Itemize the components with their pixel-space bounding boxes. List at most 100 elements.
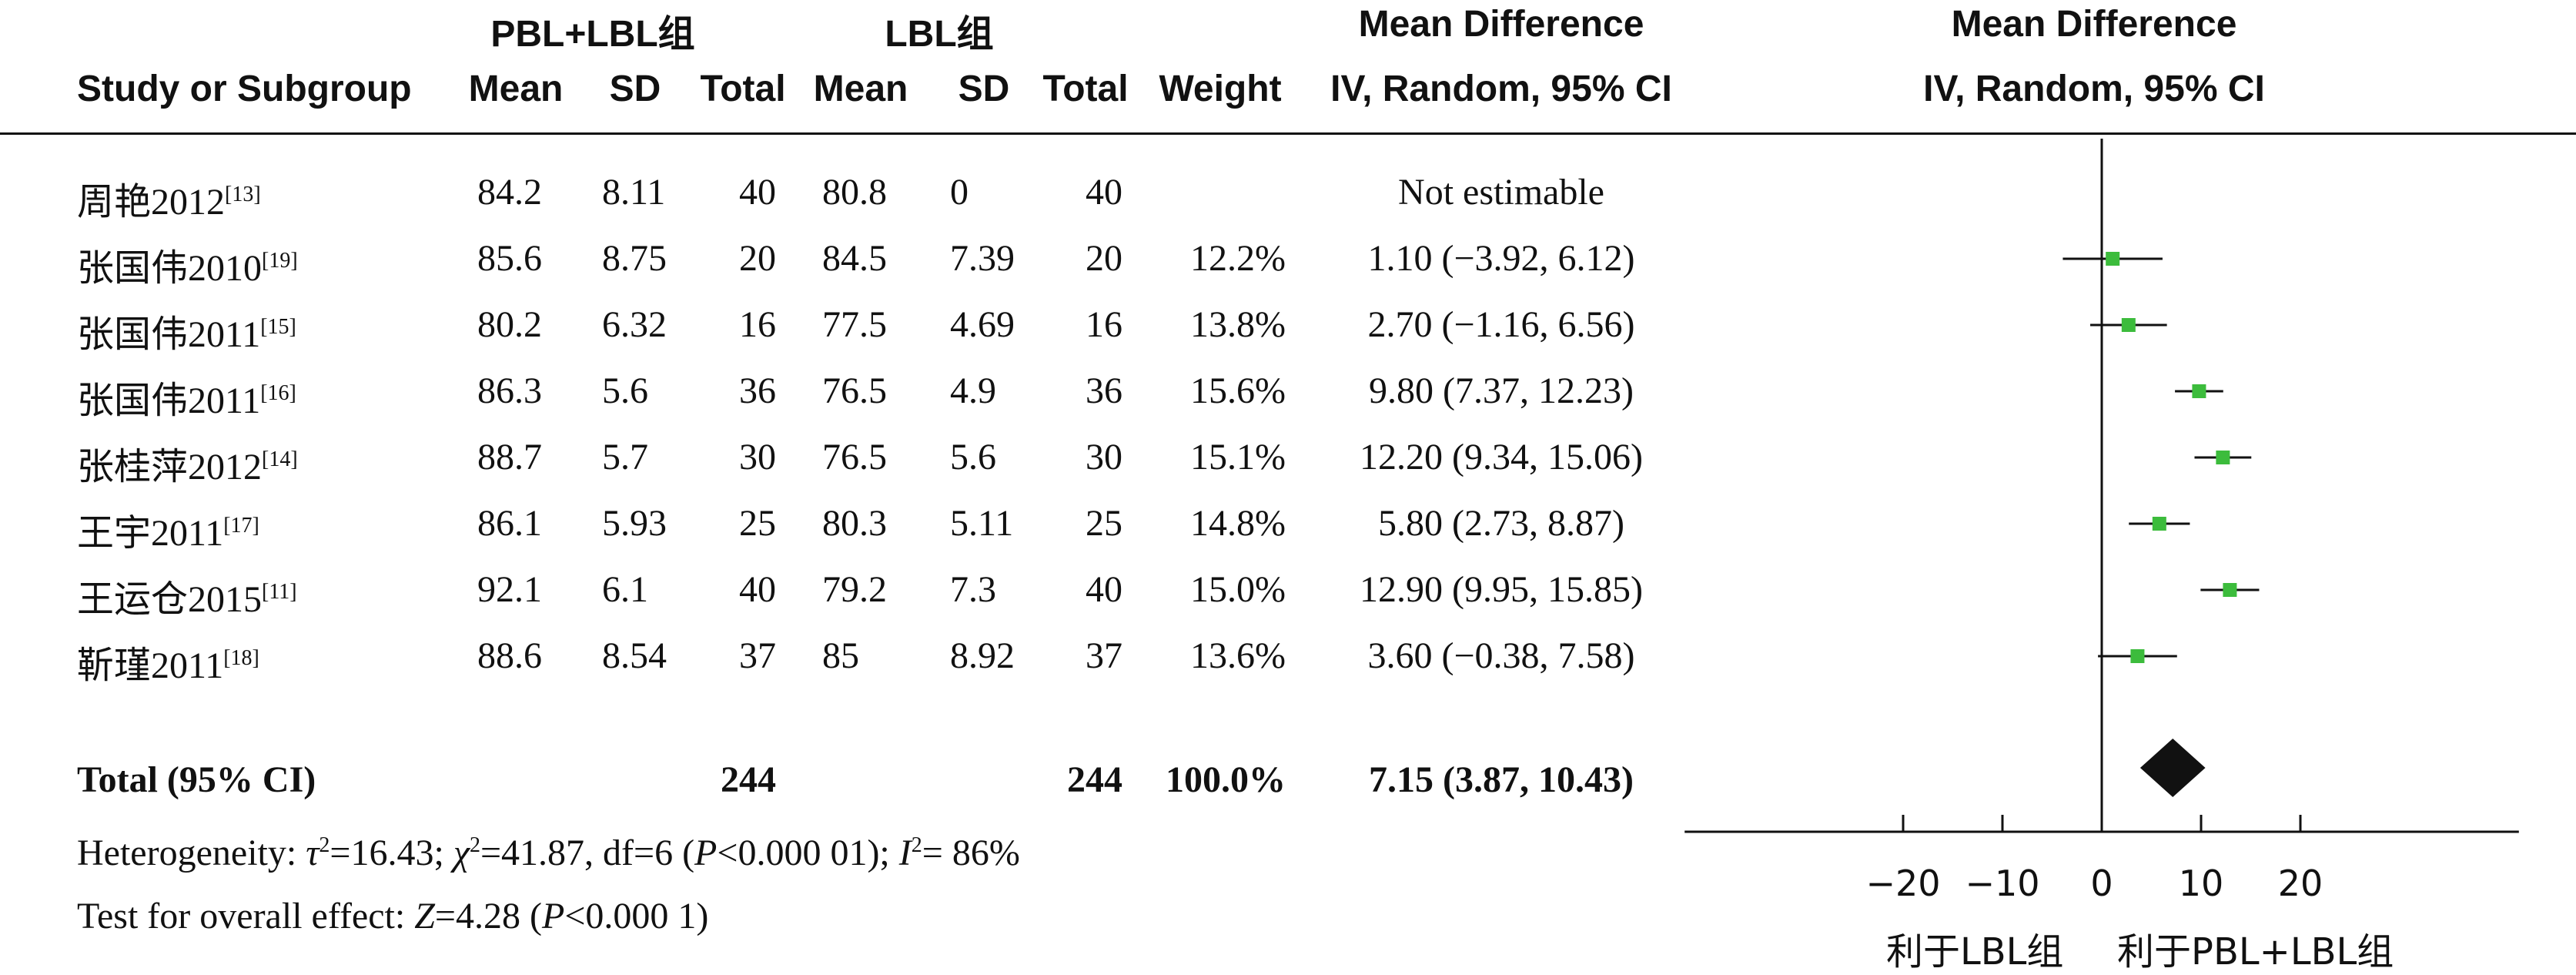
study-ctrl-sd: 0 (950, 172, 969, 213)
plot-header-title: Mean Difference (1951, 4, 2237, 45)
tau-symbol: τ (306, 833, 319, 873)
study-ctrl-total: 30 (1086, 437, 1122, 477)
study-ctrl-sd: 5.11 (950, 503, 1014, 544)
header-rule (0, 132, 2576, 135)
study-ci: 2.70 (−1.16, 6.56) (1367, 304, 1635, 345)
study-reference: [18] (223, 646, 259, 670)
study-exp-mean: 88.7 (477, 437, 542, 477)
study-ctrl-mean: 80.8 (822, 172, 887, 213)
study-reference: [15] (260, 315, 296, 339)
effect-marker (2216, 451, 2230, 464)
study-exp-total: 36 (739, 370, 776, 411)
study-name: 张国伟2011[16] (77, 370, 296, 424)
study-exp-total: 16 (739, 304, 776, 345)
study-label: 周艳2012 (77, 182, 226, 223)
chi-square: 2 (469, 833, 480, 857)
overall-p-value: <0.000 1) (564, 896, 709, 936)
study-reference: [11] (262, 580, 297, 604)
study-exp-sd: 8.54 (602, 635, 667, 676)
col-ctrl-total: Total (1042, 69, 1129, 109)
study-label: 张国伟2011 (77, 380, 261, 421)
study-label: 王运仓2015 (77, 579, 263, 620)
study-reference: [13] (225, 183, 261, 206)
x-tick-label: 0 (2090, 863, 2113, 904)
effect-marker (2192, 384, 2206, 398)
study-reference: [16] (260, 381, 296, 405)
chi-value: =41.87, df=6 ( (480, 833, 695, 873)
study-exp-mean: 86.1 (477, 503, 542, 544)
study-ctrl-mean: 77.5 (822, 304, 887, 345)
study-exp-sd: 8.75 (602, 238, 667, 279)
study-ctrl-total: 40 (1086, 569, 1122, 610)
study-label: 张桂萍2012 (77, 447, 263, 488)
study-ctrl-mean: 79.2 (822, 569, 887, 610)
study-ctrl-sd: 4.9 (950, 370, 996, 411)
tau-square: 2 (319, 833, 330, 857)
study-name: 王宇2011[17] (77, 502, 259, 556)
study-ctrl-mean: 76.5 (822, 437, 887, 477)
study-label: 王宇2011 (77, 513, 224, 554)
x-tick-label: −10 (1965, 863, 2040, 904)
study-name: 张桂萍2012[14] (77, 436, 298, 490)
study-ctrl-sd: 7.3 (950, 569, 996, 610)
z-symbol: Z (414, 896, 435, 936)
col-exp-sd: SD (609, 69, 661, 109)
exp-group-header: PBL+LBL组 (490, 14, 695, 55)
effect-marker (2152, 517, 2166, 531)
col-exp-total: Total (700, 69, 786, 109)
study-weight: 14.8% (1190, 503, 1286, 544)
study-exp-mean: 80.2 (477, 304, 542, 345)
x-tick-label: −20 (1865, 863, 1941, 904)
effect-marker (2121, 318, 2136, 332)
study-name: 张国伟2011[15] (77, 303, 296, 357)
col-exp-mean: Mean (468, 69, 564, 109)
col-ctrl-mean: Mean (813, 69, 908, 109)
study-reference: [19] (262, 249, 298, 273)
col-ctrl-sd: SD (958, 69, 1010, 109)
study-ci: 3.60 (−0.38, 7.58) (1367, 635, 1635, 676)
study-name: 周艳2012[13] (77, 171, 261, 225)
study-exp-mean: 88.6 (477, 635, 542, 676)
study-weight: 13.6% (1190, 635, 1286, 676)
study-ctrl-sd: 4.69 (950, 304, 1015, 345)
study-ctrl-total: 37 (1086, 635, 1122, 676)
effect-marker (2130, 649, 2145, 663)
study-weight: 13.8% (1190, 304, 1286, 345)
study-exp-sd: 8.11 (602, 172, 666, 213)
study-exp-mean: 92.1 (477, 569, 542, 610)
pooled-diamond (2139, 739, 2206, 797)
study-exp-total: 37 (739, 635, 776, 676)
study-label: 张国伟2010 (77, 248, 263, 289)
study-exp-total: 30 (739, 437, 776, 477)
het-prefix: Heterogeneity: (77, 833, 306, 873)
study-weight: 15.6% (1190, 370, 1286, 411)
md-header-title: Mean Difference (1358, 4, 1644, 45)
study-exp-sd: 6.32 (602, 304, 667, 345)
study-ctrl-sd: 5.6 (950, 437, 996, 477)
study-ctrl-mean: 84.5 (822, 238, 887, 279)
ctrl-group-header: LBL组 (885, 14, 994, 55)
study-ctrl-mean: 80.3 (822, 503, 887, 544)
study-ci: 12.20 (9.34, 15.06) (1360, 437, 1643, 477)
study-ctrl-total: 36 (1086, 370, 1122, 411)
study-weight: 15.1% (1190, 437, 1286, 477)
study-ctrl-total: 16 (1086, 304, 1122, 345)
study-ctrl-total: 20 (1086, 238, 1122, 279)
tau-value: =16.43; (330, 833, 453, 873)
chi-symbol: χ (453, 833, 470, 873)
z-value: =4.28 ( (434, 896, 542, 936)
study-exp-mean: 85.6 (477, 238, 542, 279)
het-p-symbol: P (694, 833, 718, 873)
study-ctrl-mean: 76.5 (822, 370, 887, 411)
study-ctrl-mean: 85 (822, 635, 859, 676)
study-name: 张国伟2010[19] (77, 237, 298, 291)
het-p-value: <0.000 01); (717, 833, 899, 873)
favours-left-label: 利于LBL组 (1886, 930, 2064, 973)
study-exp-total: 40 (739, 569, 776, 610)
study-ci: Not estimable (1398, 172, 1604, 213)
study-ci: 5.80 (2.73, 8.87) (1378, 503, 1624, 544)
i-value: = 86% (922, 833, 1020, 873)
study-exp-mean: 86.3 (477, 370, 542, 411)
overall-p-symbol: P (541, 896, 565, 936)
study-exp-sd: 5.7 (602, 437, 648, 477)
